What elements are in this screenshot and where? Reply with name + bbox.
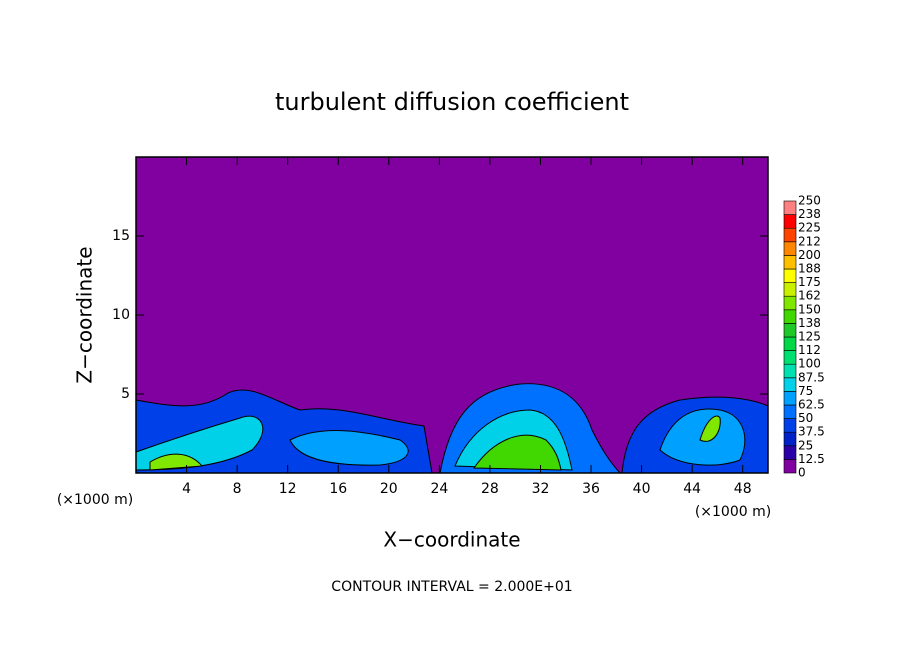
colorbar-label: 37.5 bbox=[798, 425, 825, 439]
x-tick-label: 24 bbox=[430, 481, 448, 497]
colorbar-band bbox=[783, 431, 797, 447]
colorbar-band bbox=[783, 363, 797, 379]
colorbar-label: 12.5 bbox=[798, 452, 825, 466]
colorbar-band bbox=[783, 391, 797, 406]
colorbar-label: 188 bbox=[798, 262, 821, 276]
contour-region bbox=[473, 434, 562, 471]
colorbar-band bbox=[783, 336, 797, 351]
x-unit-label-right: (×1000 m) bbox=[695, 504, 771, 520]
colorbar-band bbox=[783, 404, 797, 419]
contour-region bbox=[699, 415, 721, 442]
x-tick-label: 8 bbox=[233, 481, 242, 497]
x-tick-label: 44 bbox=[683, 481, 701, 497]
x-tick-label: 12 bbox=[279, 481, 297, 497]
plot-area bbox=[135, 156, 769, 474]
y-tick-label: 15 bbox=[112, 228, 130, 244]
colorbar-band bbox=[783, 377, 797, 392]
colorbar-label: 212 bbox=[798, 234, 821, 248]
colorbar-band bbox=[783, 295, 797, 311]
colorbar-label: 225 bbox=[798, 221, 821, 235]
y-tick-label: 10 bbox=[112, 307, 130, 323]
colorbar-label: 112 bbox=[798, 343, 821, 357]
colorbar-label: 175 bbox=[798, 275, 821, 289]
x-tick-label: 40 bbox=[633, 481, 651, 497]
x-tick-label: 32 bbox=[532, 481, 550, 497]
contour-region bbox=[289, 430, 409, 466]
colorbar-band bbox=[783, 255, 797, 270]
y-tick-label: 5 bbox=[121, 386, 130, 402]
colorbar-band bbox=[783, 282, 797, 297]
colorbar-label: 238 bbox=[798, 207, 821, 221]
colorbar-band bbox=[783, 268, 797, 283]
x-unit-label: (×1000 m) bbox=[57, 492, 133, 508]
colorbar-band bbox=[783, 227, 797, 243]
contour-field bbox=[135, 383, 769, 474]
x-tick-label: 48 bbox=[734, 481, 752, 497]
colorbar-label: 87.5 bbox=[798, 370, 825, 384]
colorbar-band bbox=[783, 445, 797, 460]
colorbar-label: 75 bbox=[798, 384, 813, 398]
colorbar-label: 162 bbox=[798, 289, 821, 303]
colorbar-label: 138 bbox=[798, 316, 821, 330]
colorbar-band bbox=[783, 241, 797, 256]
colorbar-label: 125 bbox=[798, 330, 821, 344]
colorbar-label: 62.5 bbox=[798, 398, 825, 412]
colorbar-band bbox=[783, 350, 797, 365]
x-tick-label: 36 bbox=[582, 481, 600, 497]
colorbar-label: 250 bbox=[798, 194, 821, 208]
colorbar-label: 0 bbox=[798, 466, 806, 480]
colorbar-band bbox=[783, 214, 797, 229]
y-axis-label: Z−coordinate bbox=[73, 246, 97, 383]
x-tick-label: 4 bbox=[182, 481, 191, 497]
x-axis-label: X−coordinate bbox=[383, 528, 520, 552]
colorbar-label: 200 bbox=[798, 248, 821, 262]
contour-interval-note: CONTOUR INTERVAL = 2.000E+01 bbox=[331, 579, 572, 595]
colorbar-label: 25 bbox=[798, 438, 813, 452]
x-tick-label: 16 bbox=[329, 481, 347, 497]
colorbar-label: 100 bbox=[798, 357, 821, 371]
colorbar-band bbox=[783, 459, 797, 474]
colorbar-band bbox=[783, 323, 797, 338]
colorbar-label: 50 bbox=[798, 411, 813, 425]
contour-region bbox=[149, 453, 204, 471]
colorbar-label: 150 bbox=[798, 302, 821, 316]
colorbar-band bbox=[783, 200, 797, 215]
x-tick-label: 20 bbox=[380, 481, 398, 497]
x-tick-label: 28 bbox=[481, 481, 499, 497]
colorbar-band bbox=[783, 309, 797, 324]
chart-title: turbulent diffusion coefficient bbox=[275, 88, 629, 116]
colorbar-band bbox=[783, 418, 797, 433]
